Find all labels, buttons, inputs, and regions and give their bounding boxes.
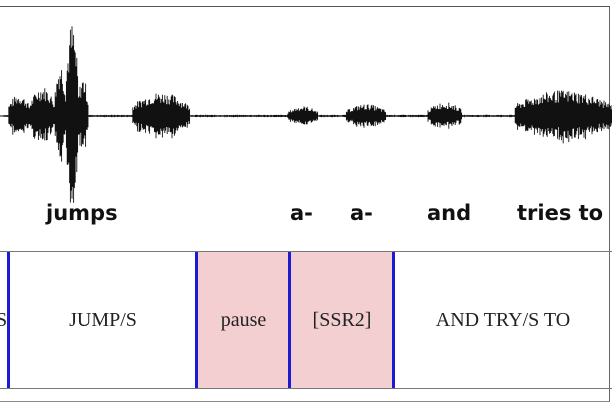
boundary-line (392, 252, 395, 388)
word-and: and (427, 201, 472, 225)
word-a-first: a- (290, 201, 313, 225)
word-tries-to: tries to (517, 201, 604, 225)
waveform-panel (0, 8, 612, 223)
annotation-tier: S JUMP/S pause [SSR2] AND TRY/S TO (0, 251, 612, 389)
segment-pause: pause (197, 252, 290, 388)
speech-waveform (0, 26, 612, 203)
boundary-line (7, 252, 10, 388)
boundary-line (288, 252, 291, 388)
segment-truncated: S (0, 308, 8, 331)
segment-and-try: AND TRY/S TO (435, 308, 571, 331)
word-a-second: a- (350, 201, 373, 225)
segment-ssr2: [SSR2] (290, 252, 394, 388)
segment-jump: JUMP/S (69, 308, 137, 331)
waveform-trace (3, 26, 612, 203)
word-jumps: jumps (46, 201, 118, 225)
boundary-line (195, 252, 198, 388)
figure-frame (0, 6, 610, 402)
